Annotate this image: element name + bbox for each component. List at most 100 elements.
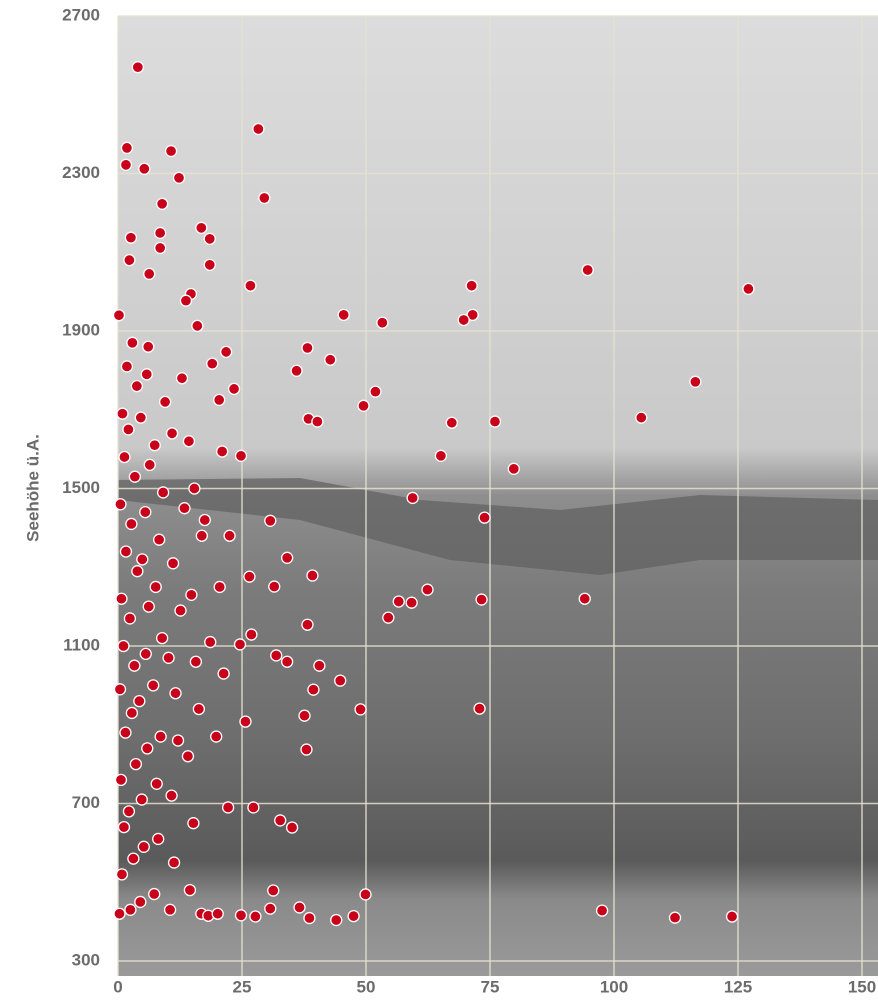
data-point [240,716,251,727]
y-tick-label: 300 [72,950,100,969]
data-point [221,346,232,357]
data-point [192,320,203,331]
y-tick-label: 1500 [62,478,100,497]
data-point [113,310,124,321]
data-point [217,446,228,457]
y-axis-title: Seehöhe ü.A. [23,434,42,542]
data-point [348,911,359,922]
data-point [727,911,738,922]
data-point [126,518,137,529]
data-point [139,163,150,174]
data-point [268,885,279,896]
data-point [236,450,247,461]
data-point [180,295,191,306]
data-point [131,381,142,392]
data-point [115,499,126,510]
data-point [269,581,280,592]
data-point [126,707,137,718]
data-point [117,408,128,419]
data-point [406,597,417,608]
data-point [182,751,193,762]
data-point [466,280,477,291]
data-point [114,908,125,919]
data-point [141,369,152,380]
data-point [157,198,168,209]
data-point [115,774,126,785]
data-point [282,552,293,563]
data-point [248,802,259,813]
data-point [370,386,381,397]
data-point [149,889,160,900]
data-point [120,727,131,738]
data-point [118,822,129,833]
data-point [176,373,187,384]
data-point [129,471,140,482]
data-point [190,656,201,667]
data-point [294,902,305,913]
data-point [743,283,754,294]
data-point [128,853,139,864]
data-point [690,376,701,387]
data-point [134,696,145,707]
data-point [207,358,218,369]
data-point [174,172,185,183]
data-point [136,794,147,805]
data-point [636,412,647,423]
data-point [132,62,143,73]
data-point [302,619,313,630]
data-point [224,530,235,541]
data-point [130,759,141,770]
x-tick-label: 100 [600,977,628,996]
data-point [204,259,215,270]
y-tick-label: 2300 [62,163,100,182]
data-point [299,710,310,721]
data-point [167,428,178,439]
data-point [125,904,136,915]
data-point [312,416,323,427]
data-point [169,857,180,868]
data-point [157,633,168,644]
data-point [393,596,404,607]
data-point [377,317,388,328]
data-point [271,650,282,661]
data-point [212,908,223,919]
data-point [155,242,166,253]
data-point [250,911,261,922]
data-point [175,605,186,616]
data-point [160,396,171,407]
data-point [163,652,174,663]
data-point [597,905,608,916]
data-point [214,394,225,405]
data-point [170,688,181,699]
data-point [121,361,132,372]
data-point [189,483,200,494]
data-point [143,341,154,352]
data-point [120,159,131,170]
data-point [265,515,276,526]
data-point [236,910,247,921]
data-point [265,903,276,914]
x-tick-label: 125 [724,977,752,996]
x-tick-label: 50 [357,977,376,996]
data-point [193,704,204,715]
data-point [489,416,500,427]
data-point [149,440,160,451]
data-point [304,913,315,924]
data-point [331,915,342,926]
data-point [142,743,153,754]
x-tick-label: 0 [113,977,122,996]
data-point [196,530,207,541]
data-point [476,594,487,605]
data-point [287,822,298,833]
data-point [121,142,132,153]
data-point [218,668,229,679]
data-point [114,684,125,695]
data-point [291,365,302,376]
data-point [155,731,166,742]
data-point [127,337,138,348]
y-tick-label: 1100 [63,635,100,654]
data-point [307,570,318,581]
data-point [282,656,293,667]
data-point [211,731,222,742]
data-point [188,818,199,829]
